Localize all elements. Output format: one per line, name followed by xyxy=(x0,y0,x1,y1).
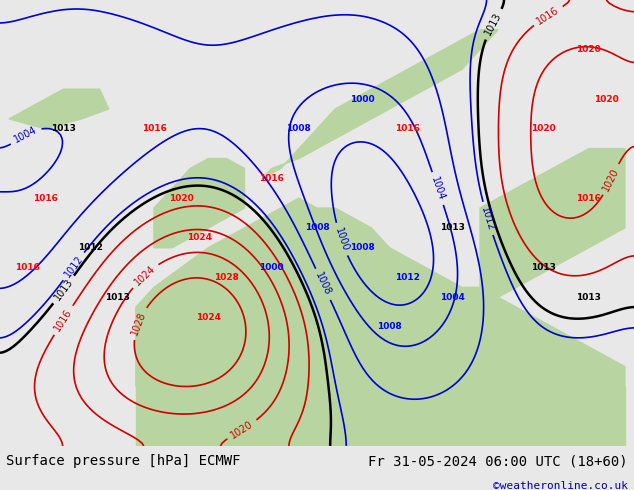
Text: 1000: 1000 xyxy=(259,263,284,272)
Text: 1020: 1020 xyxy=(531,124,556,133)
Text: 1020: 1020 xyxy=(229,419,256,441)
Text: 1016: 1016 xyxy=(141,124,166,133)
Text: 1004: 1004 xyxy=(12,125,39,145)
Text: 1013: 1013 xyxy=(51,124,76,133)
Text: 1000: 1000 xyxy=(333,226,350,253)
Text: 1008: 1008 xyxy=(350,243,375,252)
Text: 1013: 1013 xyxy=(483,11,503,37)
Text: 1008: 1008 xyxy=(287,124,311,133)
Text: 1008: 1008 xyxy=(377,322,402,332)
Text: 1016: 1016 xyxy=(15,263,39,272)
Text: 1012: 1012 xyxy=(395,273,420,282)
Text: 1016: 1016 xyxy=(395,124,420,133)
Text: ©weatheronline.co.uk: ©weatheronline.co.uk xyxy=(493,481,628,490)
Text: 1016: 1016 xyxy=(33,194,58,203)
Text: 1020: 1020 xyxy=(169,194,193,203)
Text: 1024: 1024 xyxy=(187,233,212,243)
Text: 1013: 1013 xyxy=(531,263,556,272)
Text: 1013: 1013 xyxy=(53,277,75,302)
Text: 1013: 1013 xyxy=(441,223,465,232)
Text: 1020: 1020 xyxy=(576,45,601,54)
Text: 1013: 1013 xyxy=(576,293,601,302)
Text: 1004: 1004 xyxy=(441,293,465,302)
Text: 1016: 1016 xyxy=(576,194,601,203)
Text: 1004: 1004 xyxy=(429,175,446,202)
Text: 1012: 1012 xyxy=(62,253,85,279)
Text: 1012: 1012 xyxy=(479,205,496,232)
Text: 1020: 1020 xyxy=(601,166,621,193)
Text: Surface pressure [hPa] ECMWF: Surface pressure [hPa] ECMWF xyxy=(6,454,241,468)
Polygon shape xyxy=(9,89,108,129)
Polygon shape xyxy=(154,159,245,248)
Text: 1008: 1008 xyxy=(313,271,333,297)
Text: 1028: 1028 xyxy=(214,273,239,282)
Text: 1008: 1008 xyxy=(304,223,330,232)
Text: 1000: 1000 xyxy=(350,95,375,103)
Text: 1016: 1016 xyxy=(53,307,74,333)
Text: 1024: 1024 xyxy=(196,313,221,321)
Polygon shape xyxy=(136,198,625,387)
Polygon shape xyxy=(136,387,625,446)
Text: 1020: 1020 xyxy=(595,95,619,103)
Text: Fr 31-05-2024 06:00 UTC (18+60): Fr 31-05-2024 06:00 UTC (18+60) xyxy=(368,454,628,468)
Text: 1028: 1028 xyxy=(129,310,148,337)
Text: 1016: 1016 xyxy=(535,5,561,26)
Text: 1013: 1013 xyxy=(105,293,130,302)
Text: 1016: 1016 xyxy=(259,174,284,183)
Text: 1024: 1024 xyxy=(133,263,157,287)
Polygon shape xyxy=(480,148,625,307)
Polygon shape xyxy=(262,30,498,178)
Text: 1012: 1012 xyxy=(78,243,103,252)
